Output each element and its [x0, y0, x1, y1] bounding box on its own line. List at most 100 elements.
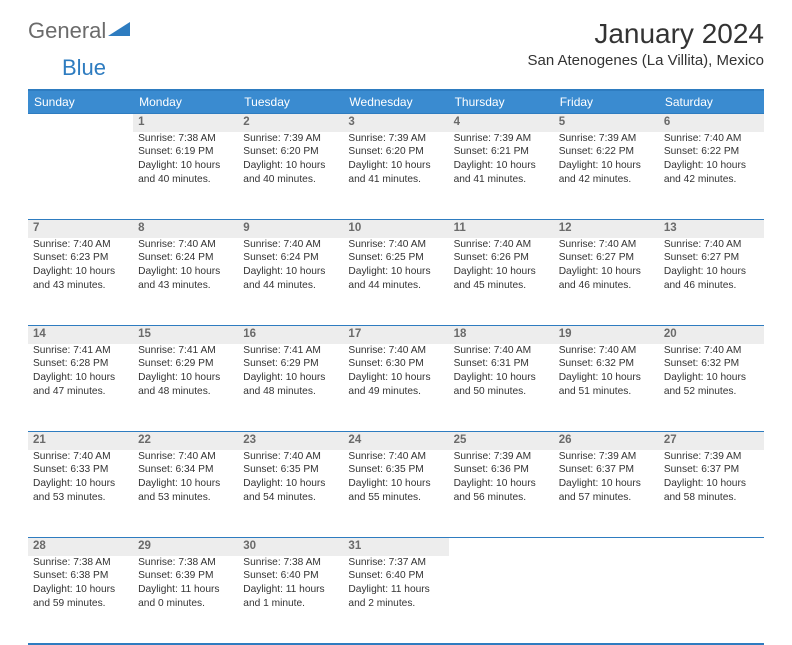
daylight-line: Daylight: 10 hours and 50 minutes.: [454, 371, 549, 399]
daylight-line: Daylight: 10 hours and 52 minutes.: [664, 371, 759, 399]
day-number: 15: [133, 326, 238, 344]
day-number: 13: [659, 220, 764, 238]
content-row: Sunrise: 7:38 AMSunset: 6:38 PMDaylight:…: [28, 556, 764, 644]
sunrise-line: Sunrise: 7:40 AM: [559, 238, 654, 252]
sunrise-line: Sunrise: 7:40 AM: [348, 450, 443, 464]
dayhead-tuesday: Tuesday: [238, 90, 343, 114]
day-cell: Sunrise: 7:40 AMSunset: 6:32 PMDaylight:…: [554, 344, 659, 432]
daylight-line: Daylight: 10 hours and 59 minutes.: [33, 583, 128, 611]
day-number: 26: [554, 432, 659, 450]
sunrise-line: Sunrise: 7:39 AM: [348, 132, 443, 146]
sunset-line: Sunset: 6:40 PM: [243, 569, 338, 583]
sunset-line: Sunset: 6:25 PM: [348, 251, 443, 265]
sunrise-line: Sunrise: 7:41 AM: [33, 344, 128, 358]
daynum-row: 78910111213: [28, 220, 764, 238]
sunset-line: Sunset: 6:34 PM: [138, 463, 233, 477]
day-number: 2: [238, 114, 343, 132]
dayhead-friday: Friday: [554, 90, 659, 114]
daylight-line: Daylight: 10 hours and 58 minutes.: [664, 477, 759, 505]
dayhead-thursday: Thursday: [449, 90, 554, 114]
sunrise-line: Sunrise: 7:39 AM: [454, 450, 549, 464]
day-number: 5: [554, 114, 659, 132]
day-cell: Sunrise: 7:40 AMSunset: 6:30 PMDaylight:…: [343, 344, 448, 432]
day-number: 12: [554, 220, 659, 238]
sunrise-line: Sunrise: 7:40 AM: [33, 238, 128, 252]
day-cell: Sunrise: 7:40 AMSunset: 6:25 PMDaylight:…: [343, 238, 448, 326]
sunset-line: Sunset: 6:32 PM: [559, 357, 654, 371]
sunset-line: Sunset: 6:37 PM: [664, 463, 759, 477]
sunrise-line: Sunrise: 7:40 AM: [348, 344, 443, 358]
sunset-line: Sunset: 6:21 PM: [454, 145, 549, 159]
daylight-line: Daylight: 10 hours and 42 minutes.: [664, 159, 759, 187]
dayhead-monday: Monday: [133, 90, 238, 114]
day-cell: Sunrise: 7:39 AMSunset: 6:36 PMDaylight:…: [449, 450, 554, 538]
sunrise-line: Sunrise: 7:40 AM: [348, 238, 443, 252]
day-number: 11: [449, 220, 554, 238]
sunrise-line: Sunrise: 7:39 AM: [454, 132, 549, 146]
sunset-line: Sunset: 6:27 PM: [559, 251, 654, 265]
daylight-line: Daylight: 10 hours and 53 minutes.: [138, 477, 233, 505]
day-number: 10: [343, 220, 448, 238]
daylight-line: Daylight: 10 hours and 41 minutes.: [348, 159, 443, 187]
sunset-line: Sunset: 6:39 PM: [138, 569, 233, 583]
day-number: 29: [133, 538, 238, 556]
daylight-line: Daylight: 10 hours and 41 minutes.: [454, 159, 549, 187]
day-number: 21: [28, 432, 133, 450]
sunset-line: Sunset: 6:27 PM: [664, 251, 759, 265]
daynum-row: 14151617181920: [28, 326, 764, 344]
sunrise-line: Sunrise: 7:39 AM: [664, 450, 759, 464]
day-number: 20: [659, 326, 764, 344]
day-cell: Sunrise: 7:41 AMSunset: 6:29 PMDaylight:…: [133, 344, 238, 432]
day-number: 17: [343, 326, 448, 344]
day-cell: Sunrise: 7:40 AMSunset: 6:34 PMDaylight:…: [133, 450, 238, 538]
daylight-line: Daylight: 10 hours and 51 minutes.: [559, 371, 654, 399]
logo-word2: Blue: [62, 55, 106, 80]
day-cell: [28, 132, 133, 220]
sunset-line: Sunset: 6:22 PM: [664, 145, 759, 159]
day-cell: Sunrise: 7:39 AMSunset: 6:37 PMDaylight:…: [554, 450, 659, 538]
day-cell: Sunrise: 7:40 AMSunset: 6:22 PMDaylight:…: [659, 132, 764, 220]
day-cell: Sunrise: 7:39 AMSunset: 6:20 PMDaylight:…: [343, 132, 448, 220]
day-number: 3: [343, 114, 448, 132]
day-number: 28: [28, 538, 133, 556]
daylight-line: Daylight: 10 hours and 40 minutes.: [243, 159, 338, 187]
sunset-line: Sunset: 6:38 PM: [33, 569, 128, 583]
day-number: 9: [238, 220, 343, 238]
sunset-line: Sunset: 6:24 PM: [138, 251, 233, 265]
logo: General: [28, 18, 134, 44]
sunrise-line: Sunrise: 7:40 AM: [664, 238, 759, 252]
day-number: 25: [449, 432, 554, 450]
day-cell: Sunrise: 7:37 AMSunset: 6:40 PMDaylight:…: [343, 556, 448, 644]
daylight-line: Daylight: 10 hours and 44 minutes.: [243, 265, 338, 293]
sunset-line: Sunset: 6:23 PM: [33, 251, 128, 265]
calendar-table: Sunday Monday Tuesday Wednesday Thursday…: [28, 89, 764, 645]
day-cell: Sunrise: 7:38 AMSunset: 6:39 PMDaylight:…: [133, 556, 238, 644]
day-number: 1: [133, 114, 238, 132]
sunrise-line: Sunrise: 7:40 AM: [664, 132, 759, 146]
day-number: 23: [238, 432, 343, 450]
day-number: 18: [449, 326, 554, 344]
daylight-line: Daylight: 10 hours and 57 minutes.: [559, 477, 654, 505]
day-cell: Sunrise: 7:40 AMSunset: 6:35 PMDaylight:…: [343, 450, 448, 538]
sunrise-line: Sunrise: 7:39 AM: [243, 132, 338, 146]
day-cell: [659, 556, 764, 644]
day-number: 16: [238, 326, 343, 344]
sunset-line: Sunset: 6:35 PM: [348, 463, 443, 477]
sunset-line: Sunset: 6:20 PM: [348, 145, 443, 159]
logo-triangle-icon: [108, 20, 132, 43]
day-number: [554, 538, 659, 556]
day-cell: Sunrise: 7:40 AMSunset: 6:33 PMDaylight:…: [28, 450, 133, 538]
content-row: Sunrise: 7:38 AMSunset: 6:19 PMDaylight:…: [28, 132, 764, 220]
sunrise-line: Sunrise: 7:40 AM: [559, 344, 654, 358]
day-number: 7: [28, 220, 133, 238]
daylight-line: Daylight: 11 hours and 2 minutes.: [348, 583, 443, 611]
daylight-line: Daylight: 11 hours and 0 minutes.: [138, 583, 233, 611]
day-cell: Sunrise: 7:39 AMSunset: 6:22 PMDaylight:…: [554, 132, 659, 220]
sunset-line: Sunset: 6:35 PM: [243, 463, 338, 477]
title-block: January 2024 San Atenogenes (La Villita)…: [527, 18, 764, 69]
day-header-row: Sunday Monday Tuesday Wednesday Thursday…: [28, 90, 764, 114]
sunrise-line: Sunrise: 7:40 AM: [243, 450, 338, 464]
location: San Atenogenes (La Villita), Mexico: [527, 52, 764, 69]
content-row: Sunrise: 7:41 AMSunset: 6:28 PMDaylight:…: [28, 344, 764, 432]
day-number: 27: [659, 432, 764, 450]
